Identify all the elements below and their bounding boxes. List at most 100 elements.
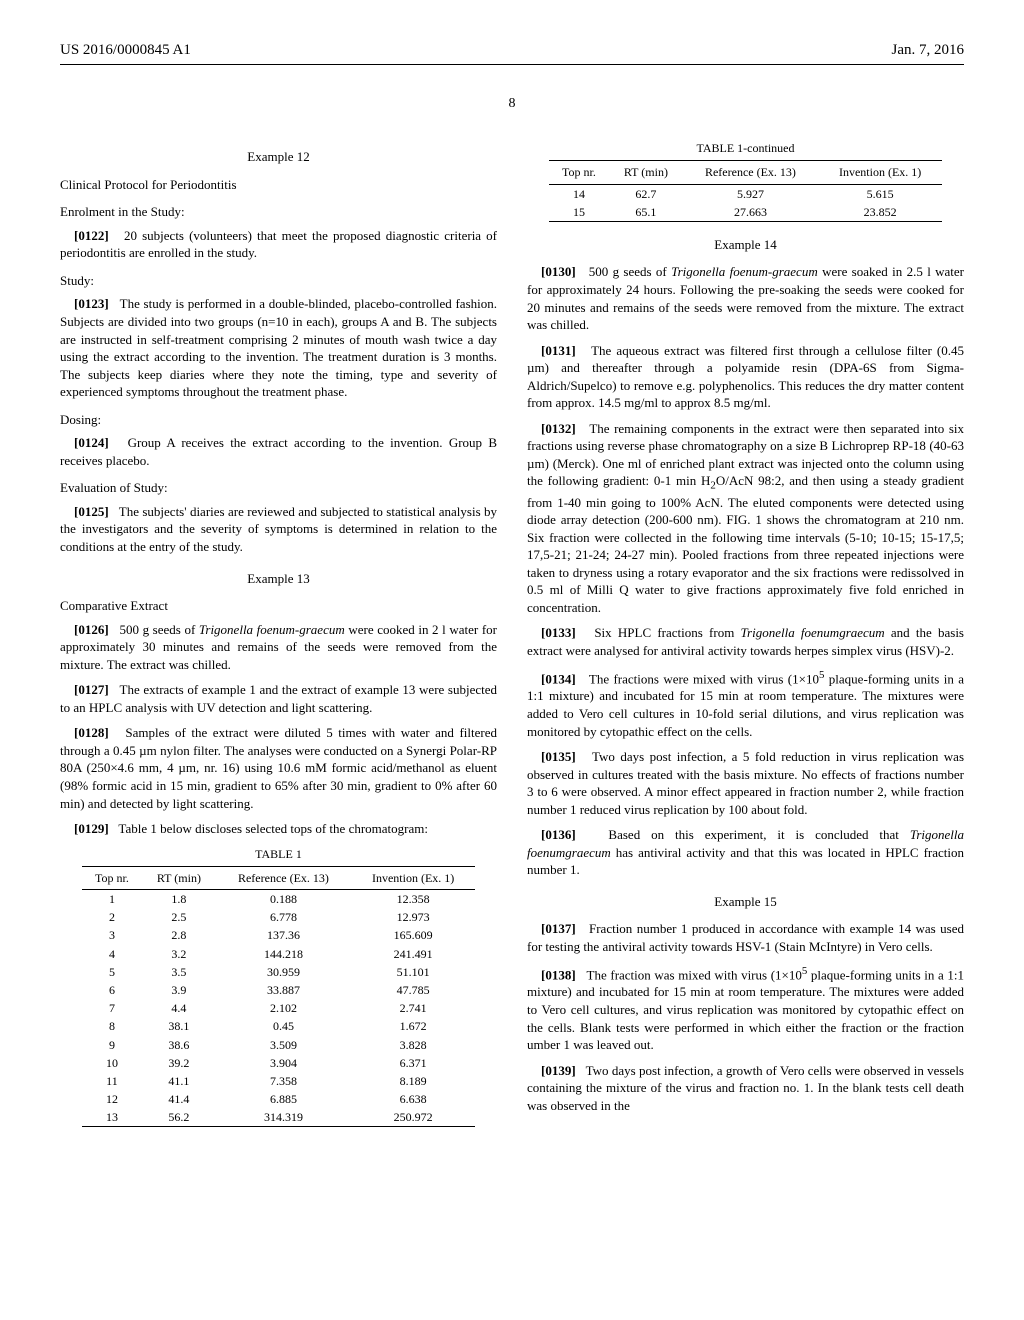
- para-text: The extracts of example 1 and the extrac…: [60, 682, 497, 715]
- para-num: [0139]: [541, 1063, 576, 1078]
- table-cell: 51.101: [351, 963, 475, 981]
- para-num: [0125]: [74, 504, 109, 519]
- example-12-subtitle: Clinical Protocol for Periodontitis: [60, 176, 497, 194]
- table-cell: 5.615: [818, 184, 942, 203]
- paragraph-0125: [0125] The subjects' diaries are reviewe…: [60, 503, 497, 556]
- paragraph-0137: [0137] Fraction number 1 produced in acc…: [527, 920, 964, 955]
- table-cell: 0.188: [216, 890, 351, 909]
- para-text-a: 500 g seeds of: [589, 264, 671, 279]
- para-num: [0135]: [541, 749, 576, 764]
- table-cell: 41.4: [142, 1090, 216, 1108]
- example-13-subtitle: Comparative Extract: [60, 597, 497, 615]
- table-cell: 41.1: [142, 1072, 216, 1090]
- table-row: 74.42.1022.741: [82, 999, 475, 1017]
- col-header: RT (min): [609, 161, 683, 184]
- table-cell: 62.7: [609, 184, 683, 203]
- paragraph-0132: [0132] The remaining components in the e…: [527, 420, 964, 617]
- col-header: Top nr.: [549, 161, 609, 184]
- table-cell: 38.6: [142, 1036, 216, 1054]
- study-heading: Study:: [60, 272, 497, 290]
- example-15-title: Example 15: [527, 893, 964, 911]
- table-row: 32.8137.36165.609: [82, 926, 475, 944]
- table-cell: 250.972: [351, 1108, 475, 1127]
- table-row: 1356.2314.319250.972: [82, 1108, 475, 1127]
- table-cell: 8.189: [351, 1072, 475, 1090]
- table-row: 1141.17.3588.189: [82, 1072, 475, 1090]
- table-cell: 4.4: [142, 999, 216, 1017]
- table-cell: 11: [82, 1072, 142, 1090]
- table-cell: 5.927: [683, 184, 818, 203]
- dosing-heading: Dosing:: [60, 411, 497, 429]
- para-num: [0129]: [74, 821, 109, 836]
- table-row: 63.933.88747.785: [82, 981, 475, 999]
- paragraph-0122: [0122] 20 subjects (volunteers) that mee…: [60, 227, 497, 262]
- para-num: [0126]: [74, 622, 109, 637]
- paragraph-0129: [0129] Table 1 below discloses selected …: [60, 820, 497, 838]
- table-cell: 2.8: [142, 926, 216, 944]
- species-name: Trigonella foenum-graecum: [671, 264, 818, 279]
- table-cell: 3.904: [216, 1054, 351, 1072]
- eval-heading: Evaluation of Study:: [60, 479, 497, 497]
- publication-date: Jan. 7, 2016: [892, 40, 965, 60]
- para-num: [0127]: [74, 682, 109, 697]
- table-cell: 3.828: [351, 1036, 475, 1054]
- table-cell: 14: [549, 184, 609, 203]
- table-cell: 15: [549, 203, 609, 222]
- table-cell: 33.887: [216, 981, 351, 999]
- table-cell: 144.218: [216, 945, 351, 963]
- table-cell: 165.609: [351, 926, 475, 944]
- table-row: 1241.46.8856.638: [82, 1090, 475, 1108]
- table-cell: 27.663: [683, 203, 818, 222]
- table-cell: 314.319: [216, 1108, 351, 1127]
- table-cell: 8: [82, 1017, 142, 1035]
- para-text: Two days post infection, a growth of Ver…: [527, 1063, 964, 1113]
- table-row: 43.2144.218241.491: [82, 945, 475, 963]
- para-text-a: Based on this experiment, it is conclude…: [608, 827, 909, 842]
- page-header: US 2016/0000845 A1 Jan. 7, 2016: [60, 40, 964, 65]
- table-1-continued: Top nr. RT (min) Reference (Ex. 13) Inve…: [549, 160, 942, 222]
- paragraph-0135: [0135] Two days post infection, a 5 fold…: [527, 748, 964, 818]
- table-cell: 1.672: [351, 1017, 475, 1035]
- table-cell: 56.2: [142, 1108, 216, 1127]
- para-text-b: O/AcN 98:2, and then using a steady grad…: [527, 473, 964, 614]
- para-text: The aqueous extract was filtered first t…: [527, 343, 964, 411]
- para-text: Samples of the extract were diluted 5 ti…: [60, 725, 497, 810]
- right-column: TABLE 1-continued Top nr. RT (min) Refer…: [527, 134, 964, 1137]
- paragraph-0134: [0134] The fractions were mixed with vir…: [527, 668, 964, 741]
- table-row: 1039.23.9046.371: [82, 1054, 475, 1072]
- para-text: The study is performed in a double-blind…: [60, 296, 497, 399]
- table-cell: 12.358: [351, 890, 475, 909]
- table-cell: 2.5: [142, 908, 216, 926]
- col-header: Invention (Ex. 1): [818, 161, 942, 184]
- para-text: The subjects' diaries are reviewed and s…: [60, 504, 497, 554]
- example-14-title: Example 14: [527, 236, 964, 254]
- para-text-a: The fractions were mixed with virus (1×1…: [589, 671, 819, 686]
- paragraph-0130: [0130] 500 g seeds of Trigonella foenum-…: [527, 263, 964, 333]
- paragraph-0127: [0127] The extracts of example 1 and the…: [60, 681, 497, 716]
- para-text: Fraction number 1 produced in accordance…: [527, 921, 964, 954]
- para-text: 20 subjects (volunteers) that meet the p…: [60, 228, 497, 261]
- col-header: Invention (Ex. 1): [351, 866, 475, 889]
- table-row: 938.63.5093.828: [82, 1036, 475, 1054]
- para-num: [0137]: [541, 921, 576, 936]
- left-column: Example 12 Clinical Protocol for Periodo…: [60, 134, 497, 1137]
- para-num: [0136]: [541, 827, 576, 842]
- paragraph-0139: [0139] Two days post infection, a growth…: [527, 1062, 964, 1115]
- paragraph-0138: [0138] The fraction was mixed with virus…: [527, 964, 964, 1054]
- para-num: [0133]: [541, 625, 576, 640]
- table-cell: 9: [82, 1036, 142, 1054]
- paragraph-0133: [0133] Six HPLC fractions from Trigonell…: [527, 624, 964, 659]
- table-cell: 13: [82, 1108, 142, 1127]
- paragraph-0131: [0131] The aqueous extract was filtered …: [527, 342, 964, 412]
- table-cell: 6.371: [351, 1054, 475, 1072]
- table-cell: 3.5: [142, 963, 216, 981]
- table-header-row: Top nr. RT (min) Reference (Ex. 13) Inve…: [82, 866, 475, 889]
- para-text: Group A receives the extract according t…: [60, 435, 497, 468]
- table-cell: 137.36: [216, 926, 351, 944]
- table-row: 11.80.18812.358: [82, 890, 475, 909]
- table-cell: 2.102: [216, 999, 351, 1017]
- example-12-title: Example 12: [60, 148, 497, 166]
- paragraph-0126: [0126] 500 g seeds of Trigonella foenum-…: [60, 621, 497, 674]
- table-cell: 47.785: [351, 981, 475, 999]
- table-cell: 2.741: [351, 999, 475, 1017]
